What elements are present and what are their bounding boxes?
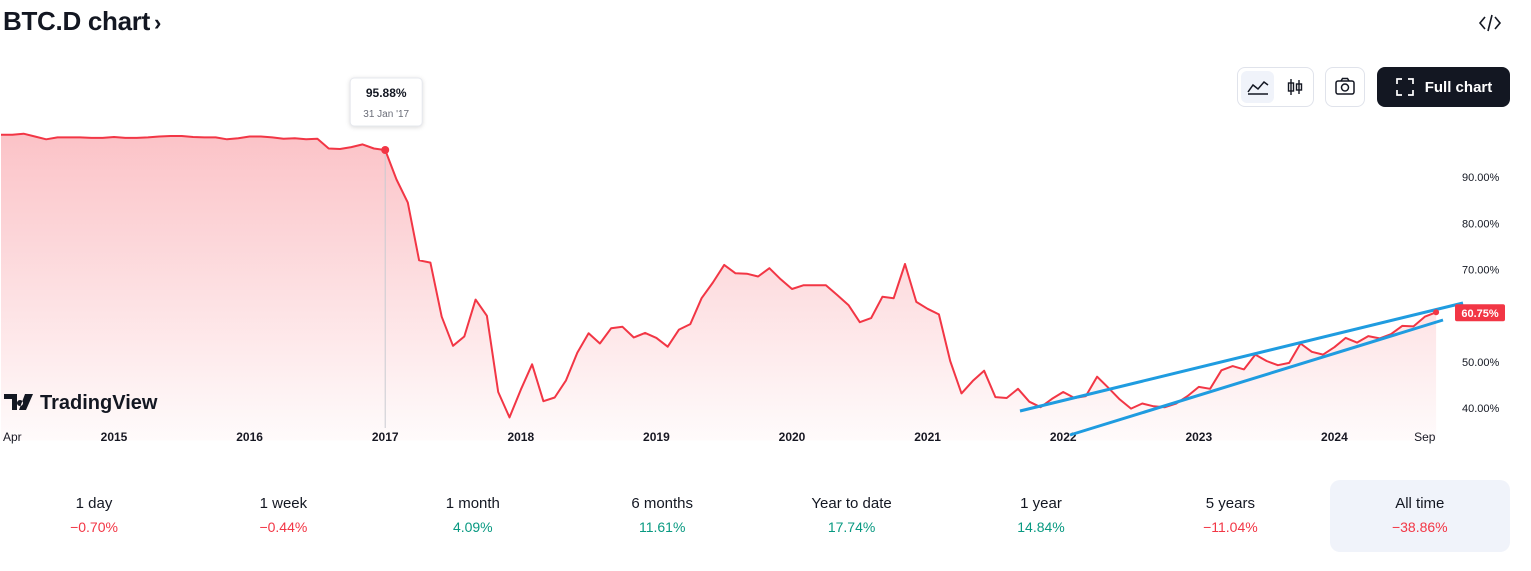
y-tick-label: 70.00% — [1462, 265, 1500, 277]
trend-line — [1019, 301, 1464, 413]
full-chart-button[interactable]: Full chart — [1377, 67, 1510, 107]
chart-style-toggle — [1237, 67, 1314, 107]
tooltip-value: 95.88% — [366, 86, 407, 100]
watermark-text: TradingView — [40, 392, 158, 414]
line-icon — [1247, 80, 1269, 95]
period-change: −11.04% — [1203, 519, 1258, 535]
line-style-button[interactable] — [1241, 71, 1274, 103]
performance-tab[interactable]: 5 years −11.04% — [1140, 480, 1320, 552]
chart: 40.00%50.00%60.00%70.00%80.00%90.00%Apr2… — [1, 77, 1505, 444]
y-tick-label: 50.00% — [1462, 357, 1500, 369]
last-value-label: 60.75% — [1461, 308, 1499, 320]
period-change: −0.70% — [70, 519, 118, 535]
period-change: −38.86% — [1391, 519, 1448, 535]
period-label: All time — [1395, 495, 1445, 512]
line — [1, 132, 1437, 419]
last-point — [1433, 309, 1440, 316]
performance-tab[interactable]: 1 week −0.44% — [193, 480, 373, 552]
area — [1, 133, 1437, 441]
expand-icon — [1395, 78, 1414, 96]
period-label: Year to date — [811, 495, 892, 512]
performance-tab[interactable]: Year to date 17.74% — [762, 480, 942, 552]
y-tick-label: 80.00% — [1462, 218, 1500, 230]
period-change: −0.44% — [259, 519, 308, 535]
performance-tab[interactable]: 1 month 4.09% — [383, 480, 563, 552]
embed-icon[interactable] — [1478, 12, 1502, 34]
period-label: 1 month — [445, 495, 500, 512]
trend-line — [1069, 318, 1444, 437]
snapshot-button[interactable] — [1325, 67, 1365, 107]
period-label: 1 year — [1020, 495, 1062, 512]
period-label: 6 months — [631, 495, 694, 512]
period-change: 17.74% — [827, 519, 876, 535]
title-text[interactable]: BTC.D chart — [3, 6, 150, 36]
chevron[interactable]: › — [153, 10, 161, 35]
performance-tab[interactable]: 1 day −0.70% — [4, 480, 184, 552]
performance-tab[interactable]: 6 months 11.61% — [572, 480, 752, 552]
tooltip-box — [349, 77, 423, 127]
chart-title[interactable]: BTC.D chart › — [3, 6, 161, 37]
period-change: 11.61% — [638, 519, 686, 535]
tooltip-date: 31 Jan '17 — [363, 109, 409, 120]
last-value-badge — [1455, 304, 1505, 322]
period-label: 1 day — [75, 495, 113, 512]
candle-style-button[interactable] — [1278, 71, 1311, 103]
y-tick-label: 90.00% — [1462, 172, 1500, 184]
period-label: 1 week — [259, 495, 308, 512]
y-tick-label: 40.00% — [1462, 403, 1500, 415]
button-label[interactable]: Full chart — [1424, 78, 1493, 96]
performance-tab[interactable]: All time −38.86% — [1329, 480, 1510, 552]
performance-tab[interactable]: 1 year 14.84% — [951, 480, 1131, 552]
period-label: 5 years — [1205, 495, 1255, 512]
watermark: TradingView — [4, 392, 158, 414]
camera-icon — [1335, 77, 1355, 95]
period-change: 14.84% — [1017, 519, 1065, 535]
hover-point — [381, 145, 390, 154]
period-change: 4.09% — [452, 519, 493, 535]
